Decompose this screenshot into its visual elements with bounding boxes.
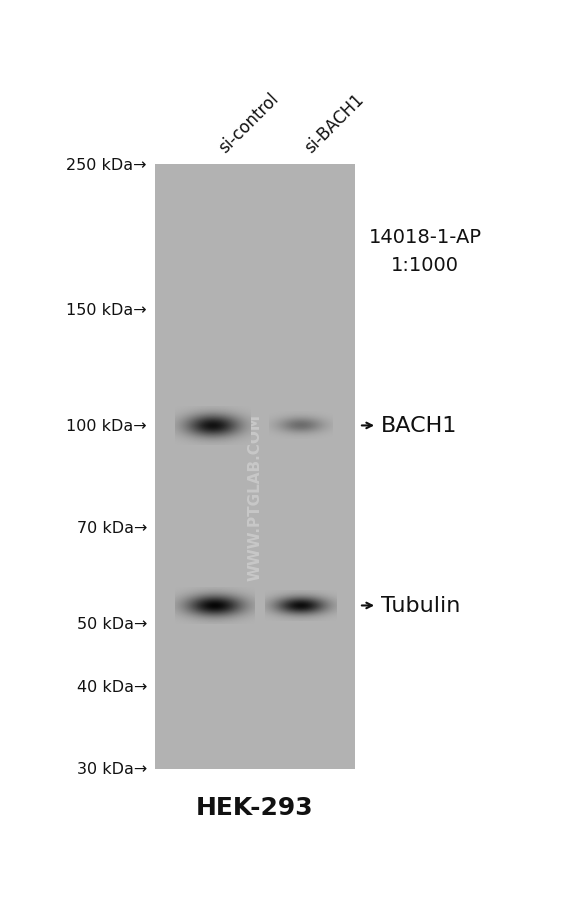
Text: 1:1000: 1:1000 xyxy=(391,256,459,275)
Text: 14018-1-AP: 14018-1-AP xyxy=(369,228,482,247)
Text: 30 kDa→: 30 kDa→ xyxy=(77,761,147,777)
Bar xyxy=(155,165,355,769)
Text: WWW.PTGLAB.COM: WWW.PTGLAB.COM xyxy=(248,414,263,581)
Text: 150 kDa→: 150 kDa→ xyxy=(66,303,147,318)
Text: 40 kDa→: 40 kDa→ xyxy=(77,679,147,695)
Text: 250 kDa→: 250 kDa→ xyxy=(66,157,147,172)
Text: si-control: si-control xyxy=(215,90,282,157)
Text: BACH1: BACH1 xyxy=(381,416,457,436)
Text: si-BACH1: si-BACH1 xyxy=(301,90,367,157)
Text: HEK-293: HEK-293 xyxy=(196,796,314,819)
Text: 100 kDa→: 100 kDa→ xyxy=(66,419,147,434)
Text: 70 kDa→: 70 kDa→ xyxy=(77,520,147,535)
Text: 50 kDa→: 50 kDa→ xyxy=(77,616,147,631)
Text: Tubulin: Tubulin xyxy=(381,596,460,616)
